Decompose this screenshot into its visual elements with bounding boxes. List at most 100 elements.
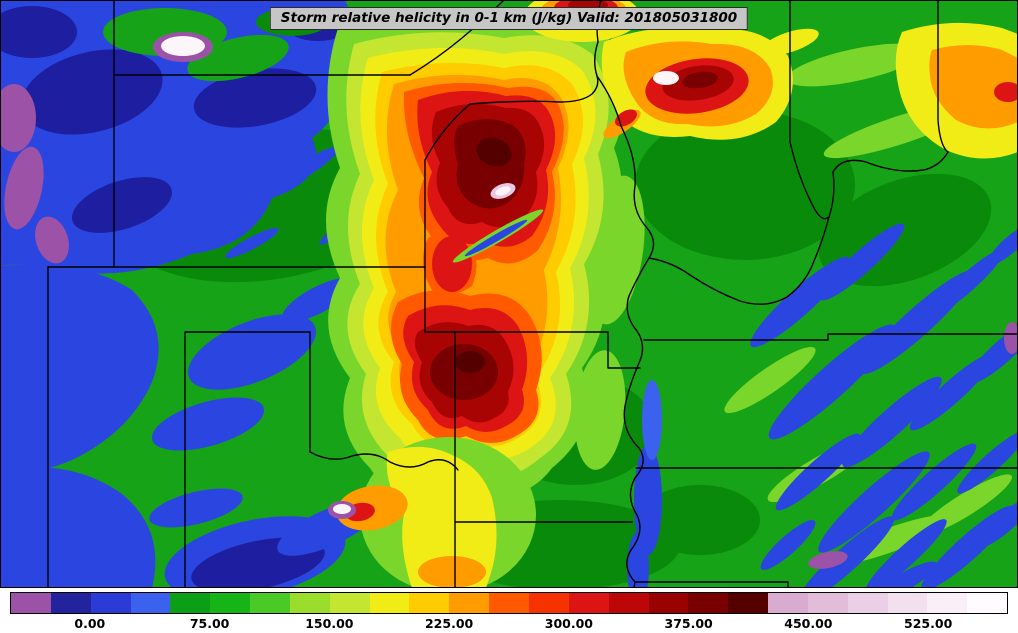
contour-patch xyxy=(931,249,1005,315)
colorbar-segment xyxy=(927,593,968,613)
contour-patch xyxy=(818,451,930,553)
contour-patch xyxy=(574,350,626,470)
colorbar-segment xyxy=(608,593,649,613)
contour-patch xyxy=(750,256,850,348)
contour-patch xyxy=(642,380,662,460)
colorbar-segment xyxy=(170,593,211,613)
contour-patch xyxy=(464,219,528,257)
map xyxy=(0,0,1018,588)
contour-patch xyxy=(386,446,497,588)
contour-patch xyxy=(929,45,1018,129)
colorbar-segment xyxy=(210,593,251,613)
contour-patch xyxy=(640,485,760,555)
contour-patch xyxy=(21,49,163,135)
colorbar-segment xyxy=(289,593,330,613)
contour-patch xyxy=(432,236,472,292)
colorbar-tick-label: 300.00 xyxy=(544,616,593,631)
contour-patch xyxy=(35,216,69,264)
colorbar-segment xyxy=(688,593,729,613)
colorbar-segment xyxy=(728,593,769,613)
contour-patch xyxy=(495,186,511,196)
contour-patch xyxy=(724,346,816,414)
contour-patch xyxy=(476,137,512,167)
state-border-line xyxy=(184,331,311,588)
colorbar-segment xyxy=(50,593,91,613)
state-border-line xyxy=(594,0,655,588)
contour-patch xyxy=(161,36,205,56)
colorbar-tick-label: 0.00 xyxy=(74,616,106,631)
state-border-line xyxy=(789,0,830,220)
colorbar-segment xyxy=(409,593,450,613)
contour-patch xyxy=(418,556,486,588)
contour-patch xyxy=(0,467,156,588)
colorbar-segment xyxy=(329,593,370,613)
contour-patch xyxy=(891,443,977,521)
colorbar-segment xyxy=(250,593,290,613)
state-border-line xyxy=(454,469,633,588)
colorbar-segment xyxy=(847,593,888,613)
contour-patch xyxy=(819,223,905,301)
contour-patch xyxy=(149,488,243,528)
contour-patch xyxy=(865,519,947,588)
colorbar-segment xyxy=(887,593,928,613)
colorbar-tick-label: 450.00 xyxy=(784,616,833,631)
contour-patch xyxy=(187,314,317,390)
contour-patch xyxy=(333,504,351,514)
contour-patch xyxy=(0,6,77,58)
contour-patch xyxy=(653,71,679,85)
colorbar-segment xyxy=(768,593,808,613)
contour-patch xyxy=(4,146,44,230)
colorbar-tick-label: 375.00 xyxy=(664,616,713,631)
contour-patch xyxy=(225,227,279,259)
colorbar-tick-label: 75.00 xyxy=(189,616,230,631)
colorbar-segment xyxy=(648,593,689,613)
colorbar-tick-label: 150.00 xyxy=(305,616,354,631)
contour-patch xyxy=(988,225,1018,265)
colorbar-tick-label: 525.00 xyxy=(904,616,953,631)
colorbar-segment xyxy=(528,593,569,613)
state-borders xyxy=(47,0,1018,588)
colorbar-segment xyxy=(130,593,171,613)
state-border-line xyxy=(643,333,1018,341)
contour-patch xyxy=(0,264,159,473)
colorbar-labels: 0.00 75.00 150.00 225.00 300.00 375.00 450.00 5… xyxy=(10,616,1008,632)
state-border-line xyxy=(309,451,459,471)
contour-patch xyxy=(193,68,317,128)
colorbar-segment xyxy=(369,593,410,613)
contour-patch xyxy=(842,376,942,468)
colorbar xyxy=(10,592,1008,614)
state-border-line xyxy=(424,103,471,333)
colorbar-tick-label: 225.00 xyxy=(424,616,474,631)
contour-patch xyxy=(808,551,848,569)
contour-patch xyxy=(760,520,816,570)
contour-patch xyxy=(867,561,937,588)
contour-patch xyxy=(775,433,861,511)
colorbar-segment xyxy=(90,593,131,613)
contour-patch xyxy=(635,110,855,260)
contour-patch xyxy=(151,397,265,451)
state-border-line xyxy=(424,331,641,369)
contour-patch xyxy=(0,84,36,152)
contour-patch xyxy=(455,351,485,373)
contour-patch xyxy=(627,532,649,588)
colorbar-segment xyxy=(967,593,1008,613)
contour-patch xyxy=(1004,322,1018,354)
state-border-line xyxy=(469,75,599,105)
contour-patch xyxy=(71,177,173,233)
contour-patch xyxy=(260,146,340,198)
colorbar-segment xyxy=(568,593,609,613)
contour-patch xyxy=(994,82,1018,102)
contour-patch xyxy=(682,71,718,89)
contour-patch xyxy=(768,324,896,440)
colorbar-segment xyxy=(807,593,848,613)
plot-title: Storm relative helicity in 0-1 km (J/kg)… xyxy=(269,7,749,30)
contour-patch xyxy=(786,43,924,87)
contour-patch xyxy=(967,320,1018,384)
contour-patch xyxy=(957,430,1018,494)
helicity-field xyxy=(0,0,1018,588)
contour-patch xyxy=(978,497,1018,547)
state-border-line xyxy=(832,151,949,173)
state-border-line xyxy=(937,0,949,153)
colorbar-segment xyxy=(11,593,51,613)
